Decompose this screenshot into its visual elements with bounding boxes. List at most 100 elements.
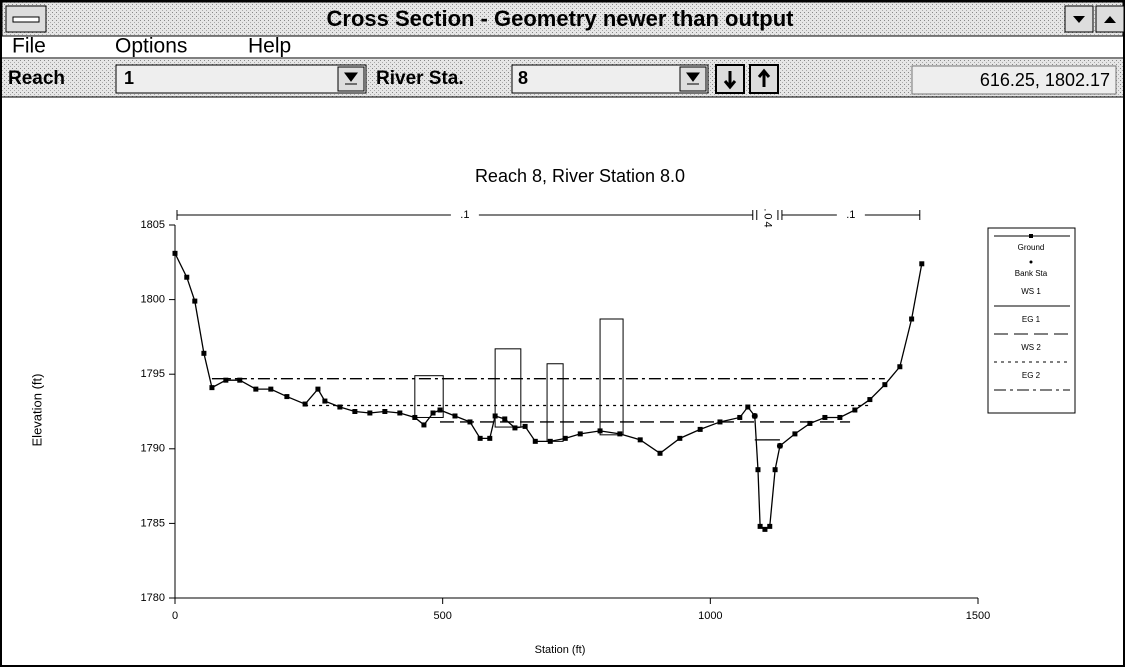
- ground-point: [745, 404, 751, 410]
- ground-point: [452, 413, 458, 419]
- ground-point: [617, 431, 623, 437]
- ground-point: [792, 431, 798, 437]
- title-bar: [1, 1, 1124, 37]
- y-tick-label: 1790: [141, 443, 165, 455]
- obstruction: [494, 348, 522, 428]
- menu-item[interactable]: Help: [248, 35, 291, 58]
- down-arrow: [723, 71, 737, 90]
- ground-point: [412, 414, 418, 420]
- x-tick-label: 1000: [698, 610, 722, 622]
- station-combo[interactable]: [511, 64, 709, 94]
- coordinates: 616.25, 1802.17: [980, 70, 1110, 90]
- dropdown-icon: [344, 72, 358, 85]
- ground-point: [467, 419, 473, 425]
- x-tick-label: 0: [172, 610, 178, 622]
- ground-point: [322, 398, 328, 404]
- legend-label: WS 2: [1021, 343, 1041, 352]
- ground-point: [637, 437, 643, 443]
- roughness-label: .1: [460, 209, 469, 221]
- ground-point: [315, 386, 321, 392]
- obstruction: [546, 363, 564, 442]
- station-value: 8: [518, 68, 528, 88]
- legend-label: EG 2: [1022, 371, 1041, 380]
- reach-label: Reach: [8, 68, 65, 89]
- menu-item[interactable]: File: [12, 35, 46, 58]
- legend-entries: Ground Bank Sta WS 1 EG 1 WS 2 EG 2: [994, 234, 1070, 391]
- ground-point: [201, 350, 207, 356]
- chart-title: Reach 8, River Station 8.0: [475, 166, 685, 186]
- ground-point: [822, 414, 828, 420]
- ground-point: [577, 431, 583, 437]
- bank-station: [751, 412, 758, 419]
- ground-point: [547, 438, 553, 444]
- ground-point: [172, 250, 178, 256]
- ground-point: [867, 397, 873, 403]
- ground-point: [237, 377, 243, 383]
- x-tick-label: 500: [433, 610, 451, 622]
- ground-point: [697, 426, 703, 432]
- ground-point: [852, 407, 858, 413]
- window-title: Cross Section - Geometry newer than outp…: [327, 6, 795, 31]
- x-tick-label: 1500: [966, 610, 990, 622]
- system-menu-icon: [12, 16, 40, 23]
- reach-value: 1: [124, 68, 134, 88]
- ground-point: [737, 414, 743, 420]
- ground-point: [767, 523, 773, 529]
- ground-point: [382, 409, 388, 414]
- ground-point: [512, 425, 518, 431]
- coordinate-box: [911, 65, 1117, 95]
- ground-point: [192, 298, 198, 304]
- ground-point: [532, 438, 538, 444]
- ground-point: [882, 382, 888, 388]
- legend-marker: [1029, 234, 1033, 238]
- ground-point: [430, 410, 436, 416]
- ground-point: [284, 394, 290, 400]
- ground-point: [762, 526, 768, 532]
- legend-label: Ground: [1018, 243, 1045, 252]
- ground-point: [352, 409, 358, 414]
- ground-point: [837, 414, 843, 420]
- minimize-icon: [1073, 16, 1085, 23]
- ground-point: [437, 407, 443, 413]
- ground-point: [562, 435, 568, 441]
- ground-point: [421, 422, 427, 428]
- y-tick-label: 1795: [141, 368, 165, 380]
- up-arrow: [757, 68, 771, 87]
- maximize-icon: [1104, 16, 1116, 23]
- ground-point: [919, 261, 925, 267]
- ground-point: [477, 435, 483, 441]
- roughness-label: .04: [761, 208, 773, 229]
- ground-point: [397, 410, 403, 416]
- y-axis-label: Elevation (ft): [29, 374, 44, 447]
- reach-combo[interactable]: [115, 64, 367, 94]
- y-tick-label: 1785: [141, 517, 165, 529]
- y-tick-label: 1805: [141, 219, 165, 231]
- legend-label: Bank Sta: [1015, 269, 1048, 278]
- ground-point: [657, 450, 663, 456]
- ground-point: [897, 364, 903, 370]
- bank-station: [776, 442, 783, 449]
- ground-point: [367, 410, 373, 416]
- menu-item[interactable]: Options: [115, 35, 187, 58]
- legend-label: EG 1: [1022, 315, 1041, 324]
- legend: [987, 227, 1076, 414]
- x-axis-label: Station (ft): [535, 644, 586, 656]
- ground-point: [807, 420, 813, 426]
- dropdown-icon: [686, 72, 700, 85]
- ground-point: [757, 523, 763, 529]
- legend-label: WS 1: [1021, 287, 1041, 296]
- y-tick-label: 1780: [141, 592, 165, 604]
- ground-point: [253, 386, 259, 392]
- ground-point: [302, 401, 308, 407]
- ground-point: [522, 423, 528, 429]
- ground-point: [223, 377, 229, 383]
- y-tick-label: 1800: [141, 294, 165, 306]
- ground-point: [909, 316, 915, 322]
- ground-point: [597, 428, 603, 434]
- ground-point: [717, 419, 723, 425]
- roughness-label: .1: [846, 209, 855, 221]
- ground-point: [755, 467, 761, 473]
- ground-point: [677, 435, 683, 441]
